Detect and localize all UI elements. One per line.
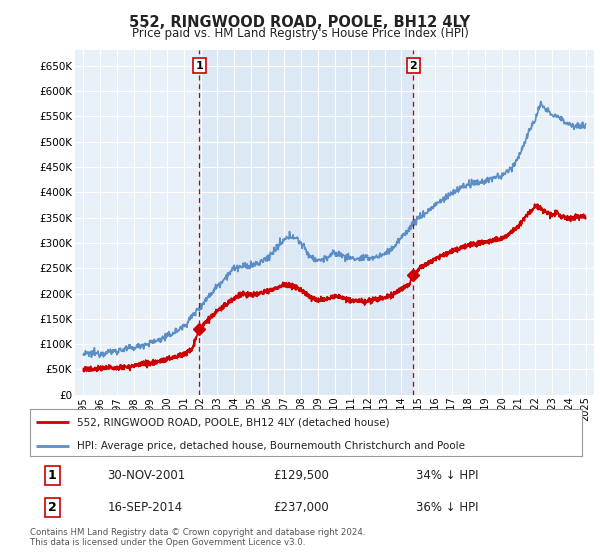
Text: HPI: Average price, detached house, Bournemouth Christchurch and Poole: HPI: Average price, detached house, Bour… — [77, 441, 465, 451]
Text: Price paid vs. HM Land Registry's House Price Index (HPI): Price paid vs. HM Land Registry's House … — [131, 27, 469, 40]
Text: 36% ↓ HPI: 36% ↓ HPI — [416, 501, 479, 514]
Bar — [199, 50, 413, 395]
Text: 1: 1 — [196, 60, 203, 71]
Text: £129,500: £129,500 — [273, 469, 329, 482]
Text: 2: 2 — [48, 501, 56, 514]
Text: 30-NOV-2001: 30-NOV-2001 — [107, 469, 185, 482]
Text: 16-SEP-2014: 16-SEP-2014 — [107, 501, 182, 514]
Text: 2: 2 — [409, 60, 417, 71]
Text: 552, RINGWOOD ROAD, POOLE, BH12 4LY: 552, RINGWOOD ROAD, POOLE, BH12 4LY — [130, 15, 470, 30]
Text: Contains HM Land Registry data © Crown copyright and database right 2024.
This d: Contains HM Land Registry data © Crown c… — [30, 528, 365, 547]
Text: 552, RINGWOOD ROAD, POOLE, BH12 4LY (detached house): 552, RINGWOOD ROAD, POOLE, BH12 4LY (det… — [77, 417, 389, 427]
Text: 1: 1 — [48, 469, 56, 482]
Text: 34% ↓ HPI: 34% ↓ HPI — [416, 469, 479, 482]
Text: £237,000: £237,000 — [273, 501, 329, 514]
